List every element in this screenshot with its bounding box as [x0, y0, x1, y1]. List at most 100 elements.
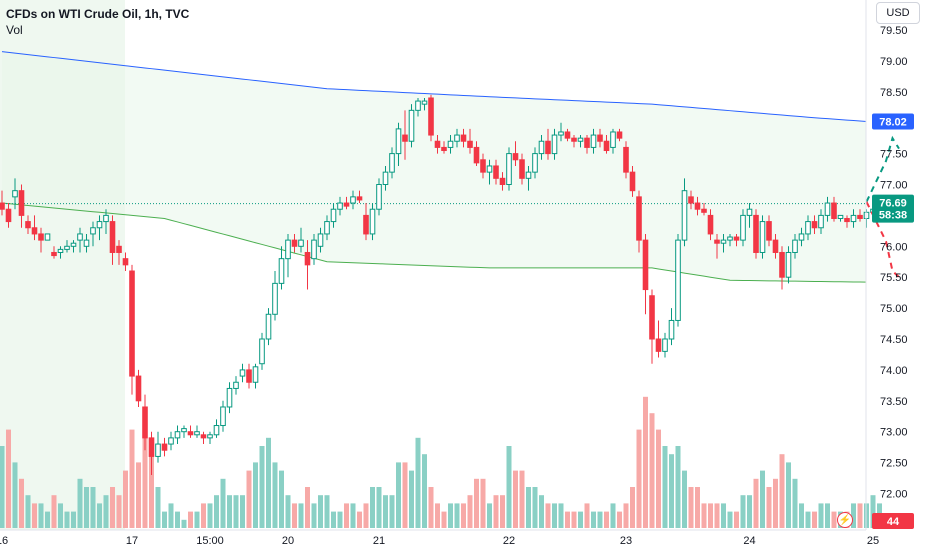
volume-bar [487, 503, 492, 528]
volume-bar [643, 396, 648, 528]
candle-body [395, 128, 402, 155]
candle-body [460, 134, 467, 142]
y-tick-label: 73.00 [880, 427, 908, 439]
last-price-badge-text: 58:38 [879, 210, 907, 222]
candle-body [506, 153, 512, 186]
y-tick-label: 78.50 [880, 87, 908, 99]
candle-body [272, 282, 278, 315]
volume-bar [129, 429, 135, 528]
candle-body [148, 437, 155, 457]
y-tick-label: 72.00 [880, 489, 908, 501]
volume-bar [799, 503, 804, 528]
volume-bar [259, 446, 265, 528]
candle-body [194, 431, 200, 436]
candle-body [603, 140, 610, 152]
legend-title[interactable]: CFDs on WTI Crude Oil, 1h, TVC [6, 7, 190, 21]
volume-bar [396, 462, 401, 528]
candle-body [766, 221, 772, 241]
volume-bar [116, 495, 122, 528]
volume-bar [610, 503, 616, 528]
volume-bar [253, 462, 258, 528]
candle-body [337, 202, 343, 210]
volume-bar [298, 503, 304, 528]
volume-bar [870, 495, 876, 528]
y-tick-label: 79.00 [880, 56, 908, 68]
candle-body [25, 221, 31, 229]
volume-bar [227, 495, 232, 528]
candle-body [519, 159, 525, 179]
volume-bar [506, 446, 512, 528]
candle-body [610, 131, 616, 148]
candle-body [181, 428, 187, 433]
volume-bar [565, 511, 570, 528]
candle-body [415, 100, 421, 111]
legend-volume-label: Vol [6, 23, 23, 37]
candle-body [174, 431, 181, 439]
candle-body [545, 140, 551, 155]
x-tick-label: 20 [282, 535, 294, 547]
volume-bar [240, 495, 245, 528]
volume-bar [12, 462, 18, 528]
candle-body [259, 338, 265, 365]
x-tick-label: 23 [620, 535, 632, 547]
candle-body [525, 171, 532, 179]
volume-bar [675, 446, 681, 528]
candle-body [649, 295, 655, 340]
volume-bar [103, 495, 109, 528]
volume-bar [337, 511, 343, 528]
volume-bar [474, 478, 479, 528]
volume-bar [578, 511, 583, 528]
candle-body [12, 190, 18, 198]
projection-up-line [865, 135, 900, 203]
volume-bar [344, 503, 349, 528]
y-tick-label: 76.00 [880, 241, 908, 253]
x-tick-label: 21 [373, 535, 385, 547]
volume-bar [435, 503, 440, 528]
candle-body [447, 140, 454, 148]
x-tick-label: 16 [0, 535, 8, 547]
volume-bar [740, 495, 746, 528]
candle-body [64, 245, 70, 250]
volume-bar [539, 495, 544, 528]
x-tick-label: 15:00 [196, 535, 224, 547]
lightning-icon[interactable]: ⚡ [837, 512, 853, 528]
volume-bar [773, 478, 778, 528]
candle-body [655, 338, 662, 352]
candle-body [285, 239, 291, 260]
volume-bar [428, 487, 434, 528]
currency-button[interactable]: USD [876, 2, 920, 24]
candle-body [298, 239, 304, 247]
candle-body [408, 109, 415, 142]
volume-bar [84, 487, 89, 528]
volume-bar [701, 503, 707, 528]
volume-bar [331, 511, 336, 528]
volume-bar [207, 503, 213, 528]
volume-bar [480, 478, 486, 528]
candle-body [220, 406, 226, 427]
candle-body [512, 153, 519, 161]
volume-bar [558, 503, 564, 528]
volume-bar [415, 437, 421, 528]
candle-body [239, 369, 246, 377]
volume-bar [779, 454, 785, 528]
y-tick-label: 74.00 [880, 365, 908, 377]
candle-body [818, 214, 824, 229]
volume-badge-bg [872, 513, 914, 529]
candle-body [389, 153, 395, 173]
candle-body [83, 239, 90, 247]
volume-bar [168, 503, 174, 528]
volume-bar [662, 446, 668, 528]
volume-bar [636, 429, 642, 528]
volume-bar [110, 487, 115, 528]
candle-body [720, 239, 727, 244]
volume-bar [630, 487, 635, 528]
volume-bar [64, 511, 70, 528]
candle-body [727, 236, 733, 241]
candle-body [597, 134, 603, 142]
candle-body [213, 425, 220, 436]
candle-body [467, 140, 473, 148]
candle-body [324, 221, 330, 235]
candle-body [129, 270, 135, 377]
